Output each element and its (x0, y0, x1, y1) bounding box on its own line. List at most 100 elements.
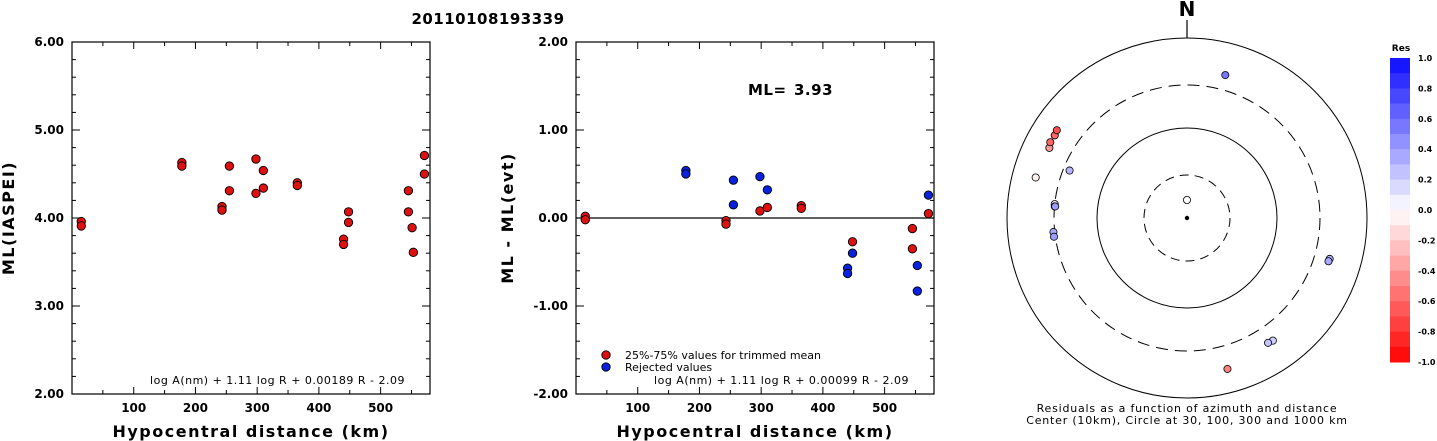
polar-data-points (1031, 71, 1334, 373)
middle-data-point (907, 223, 918, 234)
middle-formula: log A(nm) + 1.11 log R + 0.00099 R - 2.0… (654, 374, 909, 387)
chart-title: 20110108193339 (411, 10, 564, 28)
polar-data-point (1221, 71, 1230, 80)
left-data-point (217, 205, 227, 215)
colorbar-cell (1390, 255, 1410, 272)
colorbar-tick-label: 0.8 (1418, 84, 1433, 93)
colorbar-cell (1390, 58, 1410, 74)
polar-data-point (1324, 257, 1333, 266)
middle-panel: 100 200 300 400 500 -2.00 -1.00 0.00 1.00 2.00 ML… (498, 35, 935, 441)
left-panel: 100 200 300 400 500 2.00 3.00 4.00 5.00 6.00 Hypo… (0, 35, 431, 441)
middle-data-point (842, 268, 853, 279)
colorbar-cell (1390, 103, 1410, 120)
colorbar-cell (1390, 346, 1410, 363)
left-data-point (403, 186, 414, 196)
middle-data-point (755, 171, 765, 182)
middle-data-point (796, 203, 806, 213)
colorbar-cell (1390, 149, 1410, 165)
legend-label-trimmed: 25%-75% values for trimmed mean (625, 349, 821, 362)
colorbar-cell (1390, 194, 1410, 211)
ml-label: ML= (748, 81, 787, 99)
legend-label-rejected: Rejected values (625, 361, 712, 374)
middle-data-point (923, 190, 934, 200)
middle-axis-ticks: 100 200 300 400 500 -2.00 -1.00 0.00 1.00 2.00 (533, 35, 934, 415)
colorbar-cell (1390, 179, 1410, 196)
colorbar-tick-label: 0.4 (1418, 145, 1433, 154)
middle-data-point (762, 202, 772, 213)
middle-data-point (728, 200, 739, 210)
colorbar-cell (1390, 301, 1410, 317)
middle-data-point (755, 206, 765, 216)
left-data-point (338, 239, 349, 250)
middle-data-point (721, 219, 731, 229)
left-data-point (408, 247, 418, 257)
colorbar-tick-label: -0.2 (1418, 236, 1436, 245)
colorbar-tick-label: 0.0 (1418, 206, 1433, 215)
middle-x-tick-label: 400 (810, 401, 835, 415)
legend-marker-rejected (601, 362, 611, 372)
middle-data-point (580, 215, 590, 225)
left-x-tick-label: 400 (306, 401, 331, 415)
middle-data-point (681, 169, 691, 179)
left-data-point (407, 223, 417, 233)
ring-100km (1096, 127, 1278, 309)
middle-data-point (847, 248, 858, 258)
left-x-tick-label: 100 (121, 401, 146, 415)
middle-x-axis-label: Hypocentral distance (km) (616, 422, 893, 441)
polar-caption-line1: Residuals as a function of azimuth and d… (1037, 402, 1338, 415)
middle-data-point (762, 185, 772, 195)
colorbar-cell (1390, 286, 1410, 302)
middle-x-tick-label: 100 (625, 401, 650, 415)
left-data-point (224, 161, 235, 171)
middle-data-point (847, 237, 858, 247)
polar-data-point (1051, 202, 1060, 211)
middle-x-tick-label: 300 (749, 401, 774, 415)
left-data-point (251, 188, 261, 199)
middle-x-tick-label: 500 (872, 401, 897, 415)
middle-data-points (580, 165, 934, 296)
colorbar-ticks: 1.0 0.8 0.6 0.4 0.2 0.0 -0.2 -0.4 -0.6 -0.8 -1.0 (1418, 54, 1436, 367)
left-x-tick-label: 300 (245, 401, 270, 415)
left-axis-ticks: 100 200 300 400 500 2.00 3.00 4.00 5.00 6.00 (34, 35, 430, 415)
middle-data-point (923, 208, 934, 219)
polar-data-point (1223, 364, 1232, 373)
colorbar-cell (1390, 164, 1410, 181)
colorbar-tick-label: 0.2 (1418, 176, 1432, 185)
polar-data-point (1031, 173, 1040, 182)
left-data-point (251, 154, 261, 164)
colorbar-cell (1390, 225, 1410, 241)
polar-data-point (1065, 166, 1074, 175)
ring-30km (1143, 174, 1231, 262)
colorbar-cell (1390, 73, 1410, 89)
middle-data-point (728, 175, 739, 185)
ring-300km (1053, 84, 1321, 352)
left-y-tick-label: 3.00 (34, 299, 64, 313)
left-data-point (343, 207, 354, 217)
middle-x-tick-label: 200 (687, 401, 712, 415)
left-data-point (177, 161, 187, 171)
left-data-point (76, 221, 86, 231)
left-data-point (258, 183, 268, 193)
colorbar-cell (1390, 316, 1410, 333)
middle-y-axis-label: ML - ML(evt) (498, 152, 517, 284)
middle-y-tick-label: 1.00 (538, 123, 568, 137)
colorbar-cell (1390, 240, 1410, 257)
left-data-point (292, 180, 302, 191)
polar-caption-line2: Center (10km), Circle at 30, 100, 300 an… (1026, 414, 1348, 427)
ml-value: 3.93 (794, 81, 833, 99)
legend: 25%-75% values for trimmed mean Rejected… (601, 349, 821, 374)
residual-colorbar: Res 1.0 0.8 0.6 0.4 0.2 0.0 -0.2 -0.4 -0.6 -0.8 -1… (1390, 44, 1436, 367)
colorbar-cell (1390, 270, 1410, 287)
left-x-axis-label: Hypocentral distance (km) (112, 422, 389, 441)
left-y-axis-label: ML(IASPEI) (0, 161, 18, 275)
colorbar-cell (1390, 88, 1410, 105)
middle-data-point (912, 286, 922, 296)
middle-y-tick-label: -1.00 (533, 299, 568, 313)
colorbar-tick-label: -1.0 (1418, 358, 1436, 367)
colorbar-cell (1390, 331, 1410, 348)
polar-data-point (1046, 138, 1055, 147)
ring-1000km (1006, 37, 1368, 399)
middle-y-tick-label: 2.00 (538, 35, 568, 49)
left-x-tick-label: 200 (183, 401, 208, 415)
